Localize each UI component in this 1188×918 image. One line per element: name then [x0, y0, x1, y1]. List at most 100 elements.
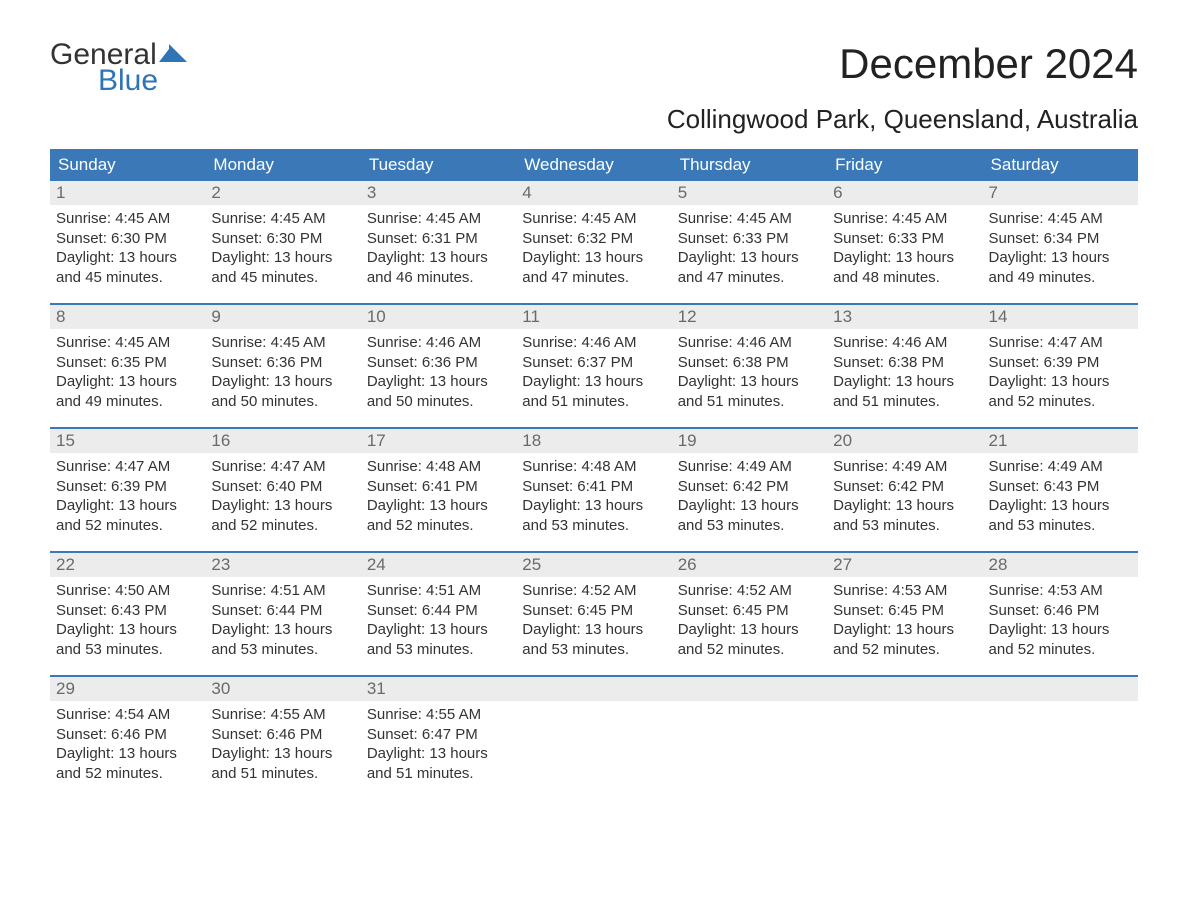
daylight-text-2: and 52 minutes.: [56, 516, 199, 536]
day-number: 12: [672, 305, 827, 329]
sunset-text: Sunset: 6:39 PM: [56, 477, 199, 497]
calendar-day: 6Sunrise: 4:45 AMSunset: 6:33 PMDaylight…: [827, 181, 982, 303]
daylight-text-2: and 53 minutes.: [522, 516, 665, 536]
daylight-text-2: and 47 minutes.: [678, 268, 821, 288]
day-body: Sunrise: 4:52 AMSunset: 6:45 PMDaylight:…: [672, 577, 827, 667]
sunset-text: Sunset: 6:43 PM: [989, 477, 1132, 497]
sunrise-text: Sunrise: 4:49 AM: [989, 457, 1132, 477]
sunrise-text: Sunrise: 4:46 AM: [367, 333, 510, 353]
daylight-text-2: and 53 minutes.: [367, 640, 510, 660]
daylight-text-2: and 52 minutes.: [989, 392, 1132, 412]
daylight-text-1: Daylight: 13 hours: [522, 248, 665, 268]
calendar: Sunday Monday Tuesday Wednesday Thursday…: [50, 149, 1138, 799]
sunset-text: Sunset: 6:45 PM: [833, 601, 976, 621]
sunset-text: Sunset: 6:45 PM: [678, 601, 821, 621]
day-number: 29: [50, 677, 205, 701]
day-body: Sunrise: 4:47 AMSunset: 6:39 PMDaylight:…: [50, 453, 205, 543]
dow-friday: Friday: [827, 149, 982, 181]
daylight-text-2: and 52 minutes.: [833, 640, 976, 660]
day-body: Sunrise: 4:45 AMSunset: 6:35 PMDaylight:…: [50, 329, 205, 419]
day-of-week-header: Sunday Monday Tuesday Wednesday Thursday…: [50, 149, 1138, 181]
calendar-day: 9Sunrise: 4:45 AMSunset: 6:36 PMDaylight…: [205, 305, 360, 427]
day-number: 11: [516, 305, 671, 329]
sunrise-text: Sunrise: 4:48 AM: [367, 457, 510, 477]
calendar-day: 26Sunrise: 4:52 AMSunset: 6:45 PMDayligh…: [672, 553, 827, 675]
day-number: [827, 677, 982, 701]
daylight-text-2: and 45 minutes.: [56, 268, 199, 288]
calendar-day: 3Sunrise: 4:45 AMSunset: 6:31 PMDaylight…: [361, 181, 516, 303]
calendar-day: 7Sunrise: 4:45 AMSunset: 6:34 PMDaylight…: [983, 181, 1138, 303]
calendar-week: 15Sunrise: 4:47 AMSunset: 6:39 PMDayligh…: [50, 427, 1138, 551]
daylight-text-1: Daylight: 13 hours: [678, 620, 821, 640]
day-number: 27: [827, 553, 982, 577]
day-number: [672, 677, 827, 701]
day-number: 1: [50, 181, 205, 205]
sunrise-text: Sunrise: 4:47 AM: [56, 457, 199, 477]
day-number: 21: [983, 429, 1138, 453]
sunset-text: Sunset: 6:42 PM: [678, 477, 821, 497]
daylight-text-2: and 53 minutes.: [56, 640, 199, 660]
daylight-text-1: Daylight: 13 hours: [833, 372, 976, 392]
sunrise-text: Sunrise: 4:46 AM: [833, 333, 976, 353]
calendar-day: 15Sunrise: 4:47 AMSunset: 6:39 PMDayligh…: [50, 429, 205, 551]
day-number: 4: [516, 181, 671, 205]
daylight-text-1: Daylight: 13 hours: [989, 248, 1132, 268]
dow-monday: Monday: [205, 149, 360, 181]
daylight-text-1: Daylight: 13 hours: [56, 248, 199, 268]
sunrise-text: Sunrise: 4:48 AM: [522, 457, 665, 477]
calendar-day: 30Sunrise: 4:55 AMSunset: 6:46 PMDayligh…: [205, 677, 360, 799]
dow-thursday: Thursday: [672, 149, 827, 181]
calendar-day: 18Sunrise: 4:48 AMSunset: 6:41 PMDayligh…: [516, 429, 671, 551]
daylight-text-2: and 48 minutes.: [833, 268, 976, 288]
sunrise-text: Sunrise: 4:54 AM: [56, 705, 199, 725]
sunrise-text: Sunrise: 4:45 AM: [522, 209, 665, 229]
daylight-text-2: and 45 minutes.: [211, 268, 354, 288]
logo: General Blue: [50, 40, 189, 96]
calendar-day: 11 Sunrise: 4:46 AMSunset: 6:37 PMDayligh…: [516, 305, 671, 427]
calendar-day: 19Sunrise: 4:49 AMSunset: 6:42 PMDayligh…: [672, 429, 827, 551]
daylight-text-2: and 52 minutes.: [678, 640, 821, 660]
day-number: 15: [50, 429, 205, 453]
day-body: Sunrise: 4:48 AMSunset: 6:41 PMDaylight:…: [361, 453, 516, 543]
daylight-text-1: Daylight: 13 hours: [522, 496, 665, 516]
day-body: Sunrise: 4:53 AMSunset: 6:45 PMDaylight:…: [827, 577, 982, 667]
day-body: [516, 701, 671, 781]
daylight-text-1: Daylight: 13 hours: [522, 620, 665, 640]
sunset-text: Sunset: 6:36 PM: [367, 353, 510, 373]
day-number: 17: [361, 429, 516, 453]
day-number: 23: [205, 553, 360, 577]
dow-sunday: Sunday: [50, 149, 205, 181]
sunset-text: Sunset: 6:32 PM: [522, 229, 665, 249]
day-number: 14: [983, 305, 1138, 329]
day-number: 9: [205, 305, 360, 329]
daylight-text-1: Daylight: 13 hours: [833, 496, 976, 516]
calendar-day: [672, 677, 827, 799]
sunset-text: Sunset: 6:31 PM: [367, 229, 510, 249]
sunrise-text: Sunrise: 4:46 AM: [522, 333, 665, 353]
day-body: Sunrise: 4:45 AMSunset: 6:32 PMDaylight:…: [516, 205, 671, 295]
daylight-text-1: Daylight: 13 hours: [678, 248, 821, 268]
daylight-text-1: Daylight: 13 hours: [211, 248, 354, 268]
sunset-text: Sunset: 6:39 PM: [989, 353, 1132, 373]
calendar-day: 25Sunrise: 4:52 AMSunset: 6:45 PMDayligh…: [516, 553, 671, 675]
day-body: Sunrise: 4:45 AMSunset: 6:31 PMDaylight:…: [361, 205, 516, 295]
daylight-text-2: and 50 minutes.: [367, 392, 510, 412]
daylight-text-1: Daylight: 13 hours: [522, 372, 665, 392]
daylight-text-2: and 51 minutes.: [367, 764, 510, 784]
calendar-day: 28Sunrise: 4:53 AMSunset: 6:46 PMDayligh…: [983, 553, 1138, 675]
day-body: Sunrise: 4:51 AMSunset: 6:44 PMDaylight:…: [205, 577, 360, 667]
day-number: 28: [983, 553, 1138, 577]
calendar-day: 27Sunrise: 4:53 AMSunset: 6:45 PMDayligh…: [827, 553, 982, 675]
sunset-text: Sunset: 6:37 PM: [522, 353, 665, 373]
sunrise-text: Sunrise: 4:53 AM: [833, 581, 976, 601]
sunset-text: Sunset: 6:30 PM: [56, 229, 199, 249]
calendar-day: 17Sunrise: 4:48 AMSunset: 6:41 PMDayligh…: [361, 429, 516, 551]
day-body: Sunrise: 4:45 AMSunset: 6:36 PMDaylight:…: [205, 329, 360, 419]
sunrise-text: Sunrise: 4:49 AM: [678, 457, 821, 477]
daylight-text-1: Daylight: 13 hours: [211, 620, 354, 640]
sunrise-text: Sunrise: 4:45 AM: [56, 333, 199, 353]
day-number: 25: [516, 553, 671, 577]
daylight-text-2: and 51 minutes.: [833, 392, 976, 412]
daylight-text-1: Daylight: 13 hours: [56, 496, 199, 516]
daylight-text-2: and 53 minutes.: [211, 640, 354, 660]
